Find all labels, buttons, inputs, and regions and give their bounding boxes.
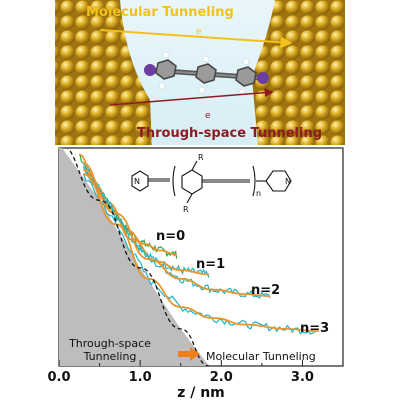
nitrogen-atom-left xyxy=(144,64,156,76)
raw-trace-n3 xyxy=(82,173,319,335)
substituent-r-bottom: R xyxy=(183,205,189,214)
electron-label-top: e xyxy=(196,27,202,37)
substituent-r-top: R xyxy=(198,153,204,162)
electron-label-bottom: e xyxy=(205,111,211,121)
fit-curve-n3 xyxy=(83,173,319,332)
molecule-structure xyxy=(131,160,292,204)
x-tick-label: 3.0 xyxy=(291,370,314,385)
series-label-n2: n=2 xyxy=(251,283,280,298)
top-panel: e e Molecular Tunneling Through-space Tu… xyxy=(55,0,345,145)
right-gold-electrode xyxy=(252,0,345,145)
through-space-tunneling-title: Through-space Tunneling xyxy=(137,126,322,141)
x-tick-label: 2.0 xyxy=(210,370,233,385)
fit-curve-n2 xyxy=(83,168,271,298)
through-space-fit-line xyxy=(66,148,210,366)
molecular-tunneling-arrow xyxy=(99,29,293,49)
series-label-n3: n=3 xyxy=(300,321,329,336)
pyridine-n-right: N xyxy=(285,177,291,186)
molecular-tunneling-region-label: Molecular Tunneling xyxy=(206,350,316,363)
chart-panel: N N R R n n=0 n=1 n=2 n=3 Through-space … xyxy=(47,147,344,400)
repeat-index-n: n xyxy=(256,189,261,198)
x-tick-label: 1.0 xyxy=(129,370,152,385)
x-axis: 0.0 1.0 2.0 3.0 xyxy=(47,360,344,385)
nitrogen-atom-right xyxy=(257,72,269,84)
x-axis-label: z / nm xyxy=(177,385,225,400)
through-space-arrow xyxy=(109,88,274,106)
left-gold-electrode xyxy=(55,0,152,145)
series-label-n0: n=0 xyxy=(156,229,185,244)
through-space-shaded-region xyxy=(59,148,210,366)
series-label-n1: n=1 xyxy=(196,257,225,272)
orange-arrow-icon xyxy=(178,347,200,361)
molecular-tunneling-title: Molecular Tunneling xyxy=(86,5,234,20)
through-space-label-line2: Tunneling xyxy=(83,350,137,363)
x-tick-label: 0.0 xyxy=(47,370,70,385)
through-space-label-line1: Through-space xyxy=(68,337,151,350)
molecule-wire xyxy=(144,51,269,96)
pyridine-n-left: N xyxy=(134,177,140,186)
